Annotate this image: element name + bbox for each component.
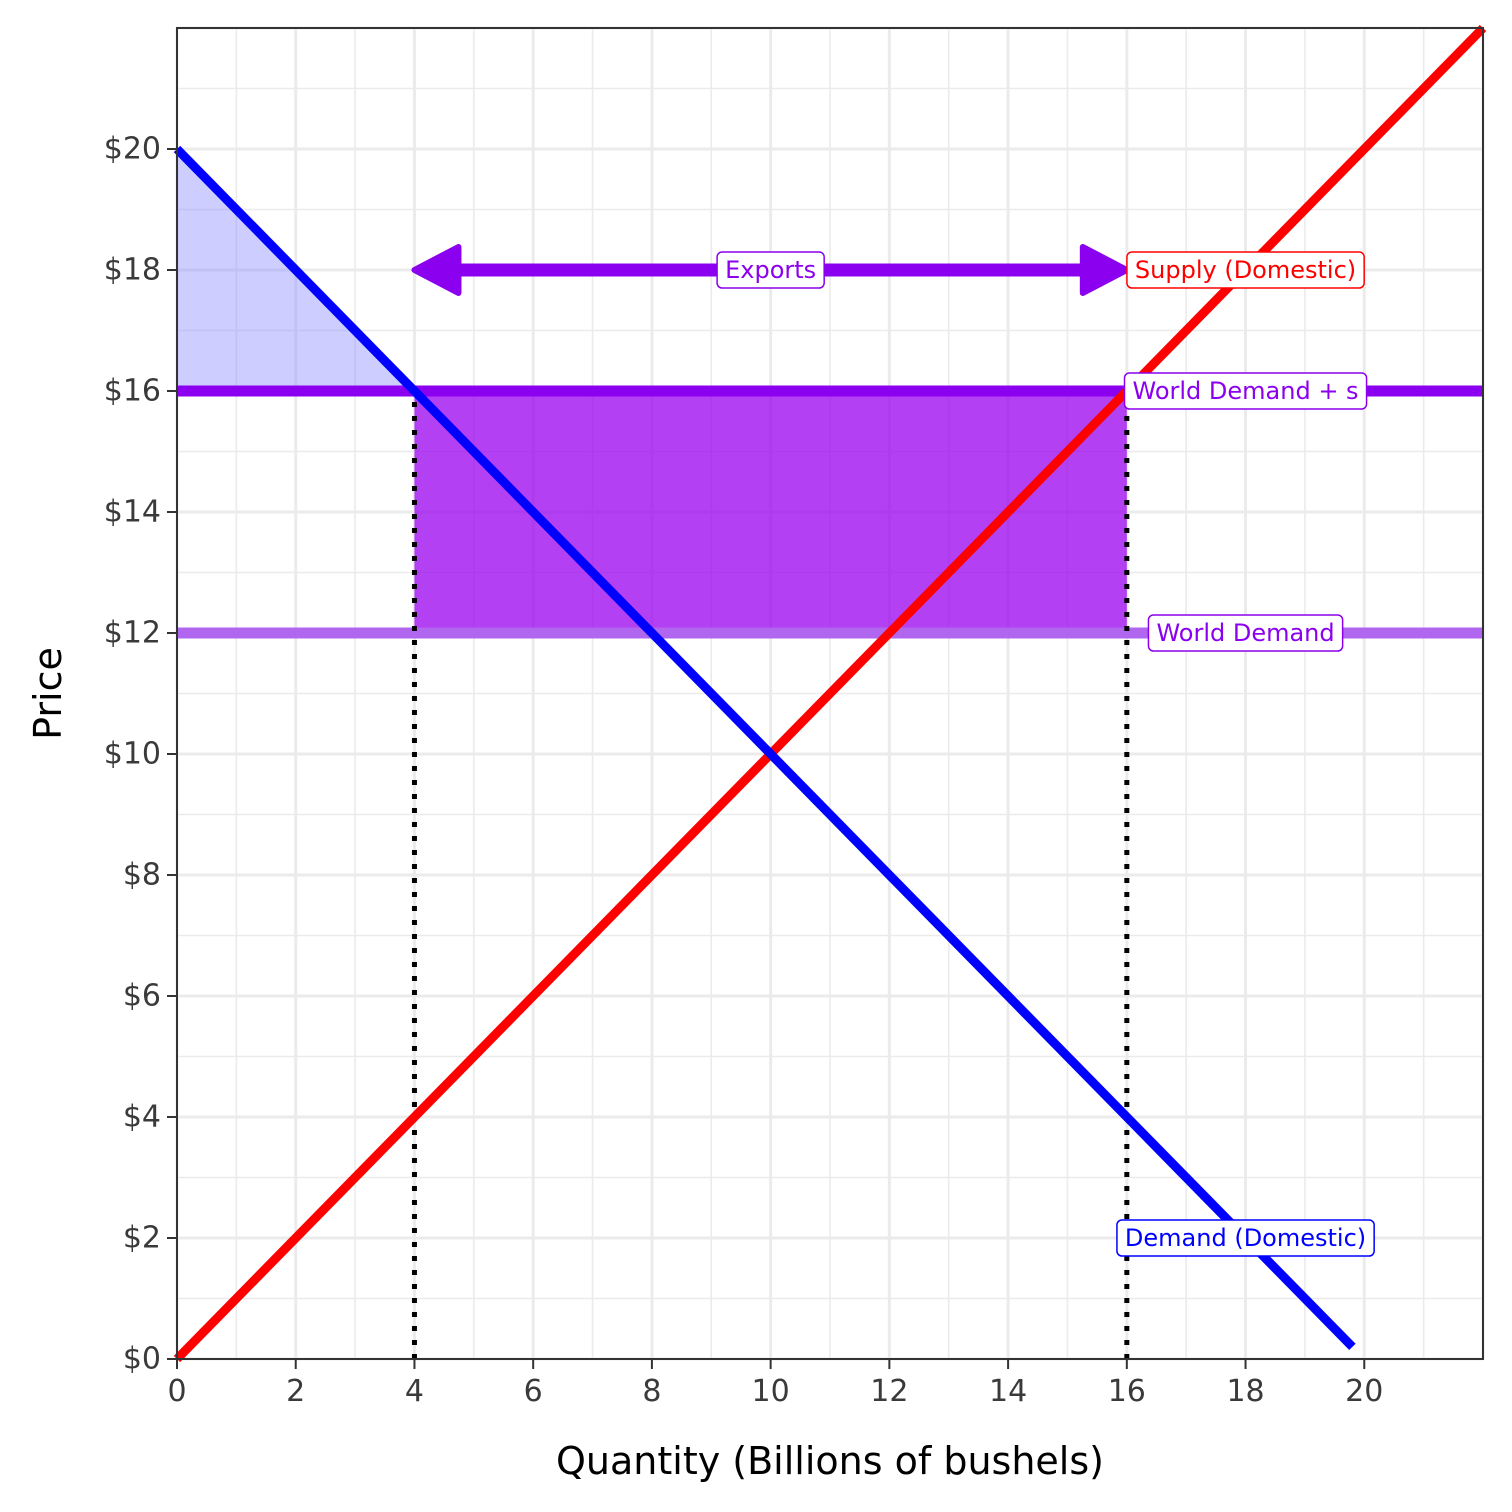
label-world-demand: World Demand (1147, 614, 1344, 652)
y-tick-label: $12 (104, 616, 161, 651)
y-tick-label: $14 (104, 495, 161, 530)
x-tick-label: 2 (286, 1374, 305, 1409)
plot-border (176, 27, 1484, 1360)
y-tick-label: $18 (104, 253, 161, 288)
y-tick-label: $8 (123, 858, 161, 893)
x-tick-label: 10 (752, 1374, 790, 1409)
label-demand-domestic-box (1116, 1219, 1375, 1257)
y-tick-label: $20 (104, 132, 161, 167)
label-world-demand-s-text: World Demand + s (1133, 377, 1359, 405)
series-line-demand-domestic (173, 145, 1356, 1351)
label-demand-domestic: Demand (Domestic) (1116, 1219, 1375, 1257)
label-world-demand-text: World Demand (1156, 619, 1334, 647)
x-axis-title: Quantity (Billions of bushels) (556, 1439, 1104, 1483)
x-tick-label: 6 (524, 1374, 543, 1409)
exports-label: Exports (716, 251, 825, 289)
y-tick-label: $2 (123, 1221, 161, 1256)
label-supply-domestic-box (1126, 251, 1365, 289)
label-supply-domestic-text: Supply (Domestic) (1135, 256, 1356, 284)
x-tick-label: 12 (870, 1374, 908, 1409)
label-world-demand-box (1147, 614, 1344, 652)
labels: Exports Supply (Domestic) World Demand + s… (716, 251, 1375, 1257)
x-tick-label: 14 (989, 1374, 1027, 1409)
y-tick-label: $10 (104, 737, 161, 772)
label-world-demand-s-box (1123, 372, 1368, 410)
x-tick-label: 4 (405, 1374, 424, 1409)
exports-label-text: Exports (725, 256, 816, 284)
x-tick-label: 20 (1345, 1374, 1383, 1409)
plot-area: Exports Supply (Domestic) World Demand + s… (173, 24, 1487, 1363)
label-supply-domestic: Supply (Domestic) (1126, 251, 1365, 289)
region-subsidy-cost (414, 391, 1127, 633)
exports-arrow-head-left (411, 244, 462, 296)
exports-label-box (716, 251, 825, 289)
x-tick-label: 16 (1108, 1374, 1146, 1409)
exports-arrow-head-right (1079, 244, 1130, 296)
y-axis-title: Price (26, 647, 70, 740)
x-tick-label: 8 (642, 1374, 661, 1409)
x-axis: 0 2 4 6 8 10 12 14 16 18 20 (167, 1359, 1383, 1409)
grid-minor (177, 28, 1483, 1359)
x-tick-label: 0 (167, 1374, 186, 1409)
curves (173, 24, 1487, 1363)
y-tick-label: $16 (104, 374, 161, 409)
y-tick-label: $6 (123, 979, 161, 1014)
series-line-supply-domestic (173, 24, 1487, 1363)
x-tick-label: 18 (1226, 1374, 1264, 1409)
label-demand-domestic-text: Demand (Domestic) (1125, 1224, 1366, 1252)
y-axis: $0 $2 $4 $6 $8 $10 $12 $14 $16 $18 $20 (104, 132, 177, 1377)
y-tick-label: $4 (123, 1100, 161, 1135)
label-world-demand-s: World Demand + s (1123, 372, 1368, 410)
y-tick-label: $0 (123, 1342, 161, 1377)
